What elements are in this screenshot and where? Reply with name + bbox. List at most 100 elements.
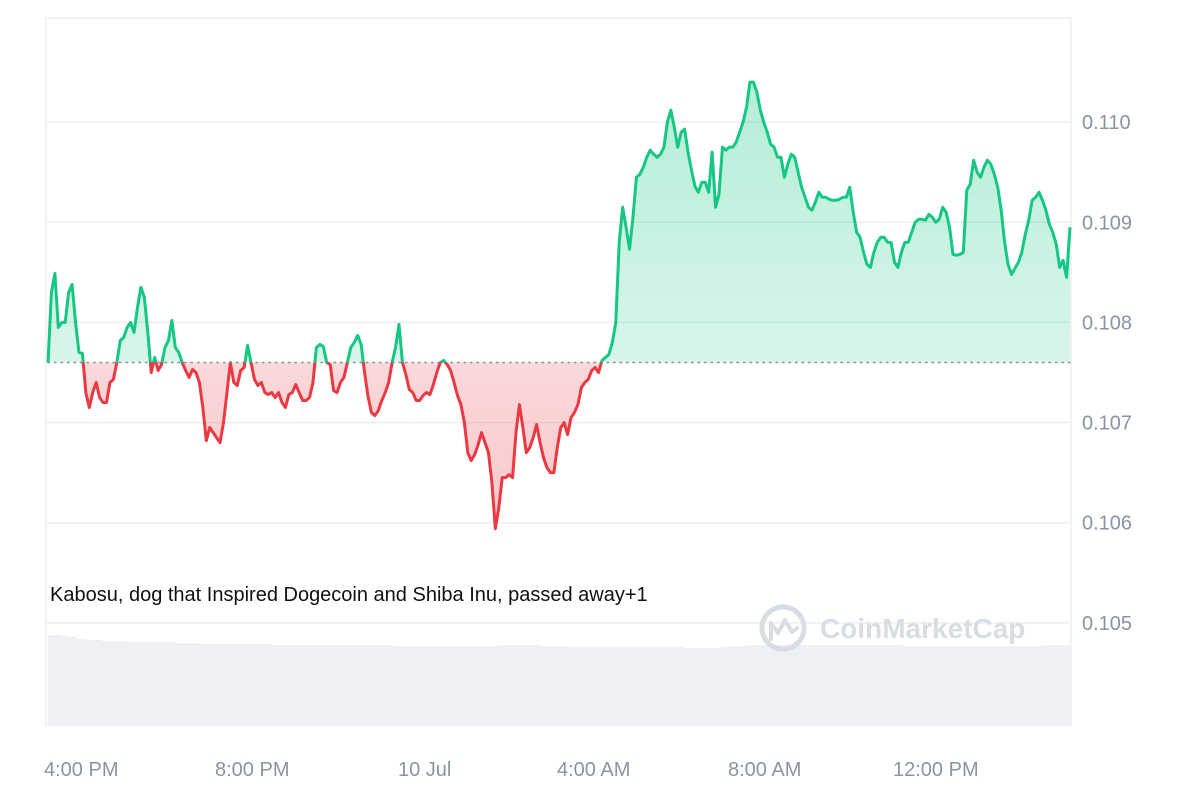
volume-bar: [661, 647, 665, 725]
volume-bar: [689, 648, 694, 725]
volume-bar: [51, 635, 55, 725]
volume-bar: [255, 644, 260, 725]
volume-bar: [947, 646, 951, 725]
volume-bar: [632, 647, 637, 725]
volume-bar: [85, 640, 90, 725]
volume-bar: [173, 643, 178, 725]
volume-bar: [642, 647, 646, 725]
volume-bar: [758, 645, 763, 725]
y-tick-label: 0.107: [1082, 413, 1132, 435]
volume-bar: [529, 645, 533, 725]
volume-bar: [739, 646, 744, 725]
volume-bar: [742, 646, 747, 725]
volume-bar: [95, 640, 99, 725]
volume-bar: [925, 646, 929, 725]
volume-bar: [714, 648, 719, 725]
volume-bar: [271, 645, 275, 725]
volume-bar: [547, 646, 552, 725]
volume-bar: [129, 642, 134, 725]
volume-bar: [381, 645, 385, 725]
volume-bar: [667, 647, 672, 725]
volume-bar: [92, 640, 96, 725]
volume-bar: [774, 645, 778, 725]
volume-bar: [268, 644, 272, 725]
x-tick-label: 4:00 AM: [557, 759, 630, 781]
volume-bar: [1054, 645, 1058, 725]
volume-bar: [522, 645, 527, 725]
volume-bar: [180, 643, 184, 725]
x-axis: 4:00 PM 8:00 PM 10 Jul 4:00 AM 8:00 AM 12:00 …: [44, 759, 979, 781]
volume-bar: [107, 641, 112, 725]
volume-bar: [915, 646, 920, 725]
volume-bar: [702, 648, 706, 725]
volume-bar: [780, 645, 785, 725]
x-tick-label: 4:00 PM: [44, 759, 118, 781]
y-axis: 0.110 0.109 0.108 0.107 0.106 0.105: [1082, 112, 1132, 635]
volume-bar: [1063, 645, 1068, 725]
volume-bar: [337, 645, 341, 725]
volume-bar: [840, 645, 844, 725]
volume-bar: [686, 648, 690, 725]
area-fill-above-baseline: [48, 82, 1070, 363]
volume-bar: [88, 640, 93, 725]
volume-bar: [639, 647, 643, 725]
volume-bar: [544, 646, 549, 725]
volume-bar: [79, 639, 83, 725]
volume-bar: [246, 644, 250, 725]
volume-bar: [280, 645, 285, 725]
volume-bar: [560, 646, 565, 725]
volume-bar: [554, 646, 558, 725]
volume-bar: [859, 645, 863, 725]
volume-bar: [101, 641, 105, 725]
volume-bar: [573, 647, 577, 725]
volume-bar: [705, 648, 709, 725]
volume-bar: [453, 646, 458, 725]
volume-bar: [604, 647, 609, 725]
volume-bar: [805, 645, 810, 725]
volume-bar: [261, 644, 266, 725]
volume-bar: [485, 646, 489, 725]
volume-bar: [1010, 646, 1014, 725]
volume-bar: [120, 641, 124, 725]
volume-bar: [535, 645, 539, 725]
volume-bar: [786, 645, 791, 725]
volume-bar: [884, 645, 889, 725]
volume-bar: [400, 646, 404, 725]
volume-bar: [66, 637, 71, 725]
volume-bar: [491, 646, 495, 725]
volume-bar: [651, 647, 656, 725]
volume-bar: [519, 645, 524, 725]
volume-bar: [749, 645, 753, 725]
volume-bar: [500, 645, 505, 725]
volume-bar: [746, 645, 750, 725]
x-tick-label: 8:00 AM: [728, 759, 801, 781]
volume-bar: [186, 643, 190, 725]
volume-bar: [557, 646, 561, 725]
volume-bar: [824, 645, 829, 725]
volume-bar: [148, 642, 153, 725]
volume-bar: [654, 647, 659, 725]
volume-bar: [664, 647, 668, 725]
volume-bar: [648, 647, 653, 725]
volume-bar: [202, 644, 206, 725]
volume-bar: [856, 645, 860, 725]
volume-bar: [607, 647, 612, 725]
volume-bar: [875, 645, 879, 725]
volume-bar: [956, 646, 961, 725]
volume-bar: [315, 645, 319, 725]
volume-bar: [290, 645, 294, 725]
volume-bar: [472, 646, 477, 725]
volume-bar: [588, 647, 593, 725]
volume-bar: [790, 645, 794, 725]
volume-bar: [708, 648, 712, 725]
volume-bar: [570, 647, 574, 725]
volume-bar: [242, 644, 247, 725]
news-annotation[interactable]: Kabosu, dog that Inspired Dogecoin and S…: [50, 584, 648, 606]
volume-bar: [868, 645, 873, 725]
y-tick-label: 0.105: [1082, 613, 1132, 635]
volume-bar: [258, 644, 263, 725]
volume-bar: [592, 647, 596, 725]
volume-bar: [293, 645, 297, 725]
volume-bar: [796, 645, 800, 725]
